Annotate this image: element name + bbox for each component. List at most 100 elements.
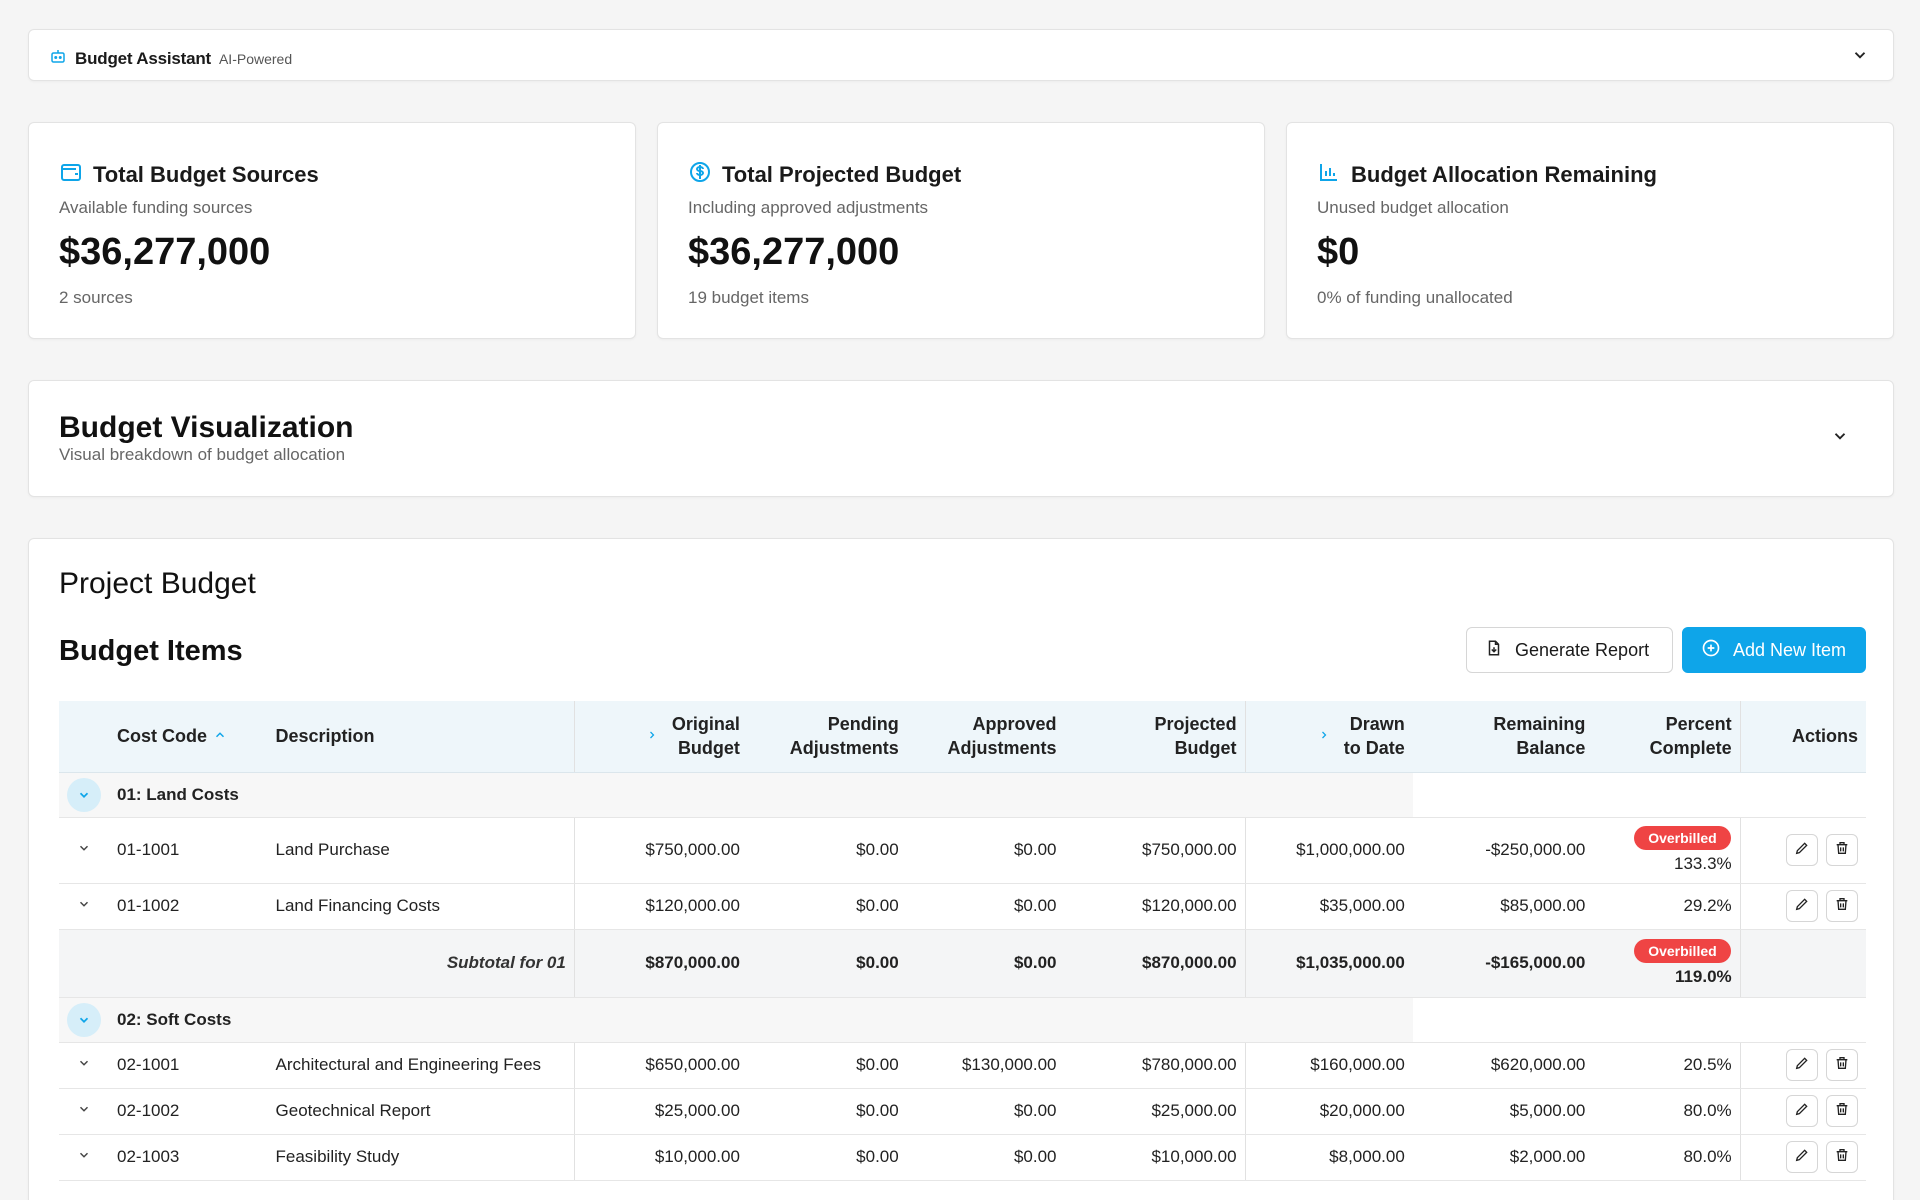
header-original-budget[interactable]: Original Budget — [574, 701, 748, 773]
percent-value: 119.0% — [1674, 967, 1732, 986]
chevron-down-icon[interactable] — [67, 777, 101, 812]
subtotal-projected: $870,000.00 — [1064, 929, 1246, 998]
cell-percent: 29.2% — [1593, 883, 1741, 930]
overbilled-badge: Overbilled — [1634, 939, 1731, 963]
subtotal-drawn: $1,035,000.00 — [1245, 929, 1413, 998]
cell-remaining: $2,000.00 — [1412, 1134, 1594, 1181]
chevron-down-icon[interactable] — [77, 896, 91, 915]
cell-remaining: $5,000.00 — [1412, 1088, 1594, 1135]
cell-description: Feasibility Study — [267, 1134, 575, 1181]
stat-description: Including approved adjustments — [688, 198, 929, 217]
budget-visualization-panel[interactable]: Budget Visualization Visual breakdown of… — [28, 380, 1894, 497]
robot-icon — [49, 47, 67, 70]
cell-approved: $0.00 — [906, 1134, 1065, 1181]
group-label: 02: Soft Costs — [109, 997, 575, 1043]
edit-button[interactable] — [1786, 890, 1818, 922]
chevron-right-icon[interactable] — [1318, 724, 1330, 748]
chevron-down-icon[interactable] — [1831, 427, 1849, 450]
chevron-right-icon[interactable] — [646, 724, 658, 748]
table-row[interactable]: 02-1002 Geotechnical Report $25,000.00 $… — [59, 1088, 1866, 1135]
trash-icon — [1834, 896, 1850, 917]
chevron-down-icon[interactable] — [1851, 46, 1869, 69]
subtotal-pending: $0.00 — [747, 929, 907, 998]
add-new-item-button[interactable]: Add New Item — [1682, 627, 1866, 673]
dollar-circle-icon — [688, 160, 712, 189]
group-row[interactable]: 01: Land Costs — [59, 772, 1866, 818]
edit-button[interactable] — [1786, 1141, 1818, 1173]
cell-remaining: -$250,000.00 — [1412, 817, 1594, 884]
cell-percent: 80.0% — [1593, 1088, 1741, 1135]
delete-button[interactable] — [1826, 1141, 1858, 1173]
chevron-down-icon[interactable] — [77, 1055, 91, 1074]
edit-button[interactable] — [1786, 834, 1818, 866]
cell-original: $650,000.00 — [574, 1042, 748, 1089]
project-budget-panel: Project Budget Budget Items Generate Rep… — [28, 538, 1894, 1200]
subtotal-remaining: -$165,000.00 — [1412, 929, 1594, 998]
bar-chart-icon — [1317, 160, 1341, 189]
cell-drawn: $35,000.00 — [1245, 883, 1413, 930]
trash-icon — [1834, 1055, 1850, 1076]
generate-report-label: Generate Report — [1515, 639, 1650, 660]
cell-actions — [1740, 1134, 1866, 1181]
cell-cost-code: 02-1001 — [109, 1042, 268, 1089]
chevron-down-icon[interactable] — [77, 1101, 91, 1120]
cell-approved: $0.00 — [906, 1088, 1065, 1135]
table-row[interactable]: 01-1002 Land Financing Costs $120,000.00… — [59, 883, 1866, 930]
budget-assistant-bar[interactable]: Budget Assistant AI-Powered — [28, 29, 1894, 81]
edit-button[interactable] — [1786, 1095, 1818, 1127]
table-row[interactable]: 01-1001 Land Purchase $750,000.00 $0.00 … — [59, 817, 1866, 884]
header-remaining-balance[interactable]: Remaining Balance — [1412, 701, 1594, 773]
cell-remaining: $620,000.00 — [1412, 1042, 1594, 1089]
cell-drawn: $160,000.00 — [1245, 1042, 1413, 1089]
stat-card-budget-allocation-remaining: Budget Allocation Remaining Unused budge… — [1286, 122, 1894, 339]
header-approved-adjustments[interactable]: Approved Adjustments — [906, 701, 1065, 773]
cell-cost-code: 01-1002 — [109, 883, 268, 930]
cell-original: $120,000.00 — [574, 883, 748, 930]
stat-note: 19 budget items — [688, 288, 809, 307]
cell-percent: 80.0% — [1593, 1134, 1741, 1181]
header-projected-budget[interactable]: Projected Budget — [1064, 701, 1246, 773]
subtotal-label: Subtotal for 01 — [109, 929, 575, 998]
header-pending-adjustments[interactable]: Pending Adjustments — [747, 701, 907, 773]
chevron-down-icon[interactable] — [77, 840, 91, 859]
cell-percent: 20.5% — [1593, 1042, 1741, 1089]
stat-title: Total Projected Budget — [722, 161, 962, 187]
group-row[interactable]: 02: Soft Costs — [59, 997, 1866, 1043]
edit-button[interactable] — [1786, 1049, 1818, 1081]
visualization-subtitle: Visual breakdown of budget allocation — [59, 445, 346, 464]
stat-value: $36,277,000 — [59, 231, 271, 273]
cell-projected: $780,000.00 — [1064, 1042, 1246, 1089]
pencil-icon — [1794, 896, 1810, 917]
project-title: Project Budget — [59, 567, 256, 600]
delete-button[interactable] — [1826, 1049, 1858, 1081]
cell-drawn: $1,000,000.00 — [1245, 817, 1413, 884]
delete-button[interactable] — [1826, 890, 1858, 922]
stat-title: Total Budget Sources — [93, 161, 319, 187]
table-row[interactable]: 02-1003 Feasibility Study $10,000.00 $0.… — [59, 1134, 1866, 1181]
header-percent-complete[interactable]: Percent Complete — [1593, 701, 1741, 773]
cell-original: $750,000.00 — [574, 817, 748, 884]
header-drawn-to-date[interactable]: Drawn to Date — [1245, 701, 1413, 773]
header-description[interactable]: Description — [267, 701, 575, 773]
cell-drawn: $8,000.00 — [1245, 1134, 1413, 1181]
delete-button[interactable] — [1826, 834, 1858, 866]
stat-description: Unused budget allocation — [1317, 198, 1509, 217]
table-row[interactable]: 02-1001 Architectural and Engineering Fe… — [59, 1042, 1866, 1089]
cell-approved: $0.00 — [906, 817, 1065, 884]
percent-value: 133.3% — [1674, 854, 1732, 873]
cell-drawn: $20,000.00 — [1245, 1088, 1413, 1135]
visualization-title: Budget Visualization — [59, 411, 354, 444]
assistant-title: Budget Assistant — [75, 48, 211, 68]
chevron-down-icon[interactable] — [67, 1002, 101, 1037]
generate-report-button[interactable]: Generate Report — [1466, 627, 1673, 673]
cell-pending: $0.00 — [747, 1042, 907, 1089]
budget-items-table: Cost Code Description Original Budget Pen… — [59, 701, 1866, 1181]
chevron-down-icon[interactable] — [77, 1147, 91, 1166]
header-cost-code[interactable]: Cost Code — [109, 701, 268, 773]
cell-projected: $120,000.00 — [1064, 883, 1246, 930]
cell-pending: $0.00 — [747, 1088, 907, 1135]
cell-approved: $130,000.00 — [906, 1042, 1065, 1089]
cell-cost-code: 01-1001 — [109, 817, 268, 884]
group-label: 01: Land Costs — [109, 772, 575, 818]
delete-button[interactable] — [1826, 1095, 1858, 1127]
